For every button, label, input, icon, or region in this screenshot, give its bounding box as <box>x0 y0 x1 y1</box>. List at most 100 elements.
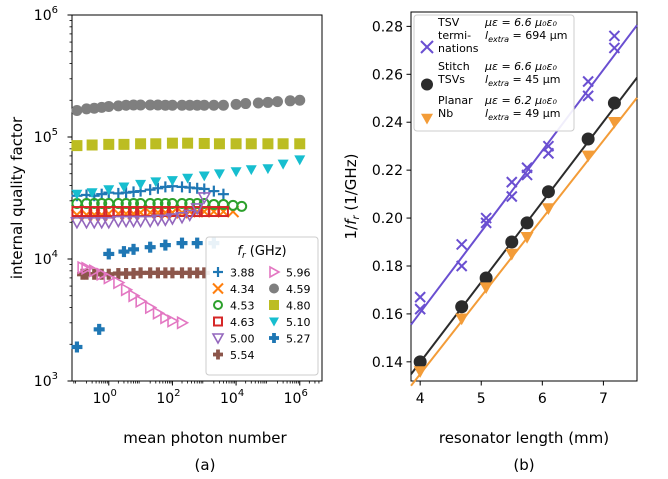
data-point <box>96 188 108 200</box>
marker-stroke <box>608 42 621 54</box>
marker-shape <box>413 366 427 378</box>
data-point <box>128 288 141 303</box>
data-point <box>81 268 93 280</box>
data-point <box>198 99 210 111</box>
legend-marker <box>213 300 223 310</box>
data-point <box>182 209 197 223</box>
marker-shape <box>479 271 493 285</box>
data-point <box>87 217 102 230</box>
legend-label: 4.34 <box>230 283 255 296</box>
marker-shape <box>74 341 80 353</box>
marker-stroke <box>212 282 224 295</box>
marker-stroke <box>608 30 621 42</box>
series-5.10 <box>71 155 306 200</box>
marker-shape <box>84 268 89 280</box>
marker-shape <box>71 104 83 116</box>
data-point <box>217 188 229 200</box>
data-point <box>126 215 141 229</box>
data-point <box>103 185 115 196</box>
marker-shape <box>128 288 141 303</box>
data-point <box>118 138 130 150</box>
marker-shape <box>135 99 147 111</box>
marker-shape <box>131 243 136 255</box>
data-point <box>582 90 594 102</box>
marker-shape <box>607 96 621 110</box>
x-tick-label: 104 <box>220 388 244 407</box>
legend-marker <box>269 265 281 279</box>
marker-shape <box>230 138 242 150</box>
data-point <box>284 95 296 107</box>
marker-shape <box>179 237 185 249</box>
y-tick-label: 103 <box>34 371 58 390</box>
marker-stroke <box>414 303 426 315</box>
data-point <box>128 243 140 255</box>
marker-shape <box>118 138 130 150</box>
marker-shape <box>245 138 257 150</box>
legend-annotation-length: lextra = 694 μm <box>485 29 567 44</box>
legend-marker <box>212 282 224 295</box>
marker-shape <box>88 206 100 218</box>
data-point <box>144 99 156 111</box>
data-point <box>88 206 100 218</box>
marker-shape <box>148 267 153 279</box>
legend-label: TSVs <box>437 73 465 86</box>
marker-shape <box>217 99 229 111</box>
data-point <box>159 239 171 251</box>
legend-label: Planar <box>438 94 473 107</box>
data-point <box>413 366 427 378</box>
data-point <box>120 268 132 280</box>
data-point <box>120 282 134 297</box>
data-point <box>455 313 469 326</box>
data-point <box>71 140 83 152</box>
marker-shape <box>113 275 126 290</box>
data-point <box>208 185 220 197</box>
marker-shape <box>163 267 168 279</box>
data-point <box>160 310 173 325</box>
data-point <box>103 271 116 285</box>
marker-shape <box>144 300 158 315</box>
marker-shape <box>138 267 143 279</box>
data-point <box>166 137 178 149</box>
data-point <box>103 138 115 150</box>
marker-shape <box>284 95 296 107</box>
data-point <box>505 248 519 261</box>
marker-shape <box>150 138 162 150</box>
marker-shape <box>190 203 205 216</box>
data-point <box>135 138 147 150</box>
marker-shape <box>213 316 223 327</box>
marker-shape <box>111 215 126 229</box>
marker-shape <box>166 176 178 186</box>
data-point <box>208 99 220 111</box>
panel-label: (a) <box>195 456 216 474</box>
marker-shape <box>607 117 621 129</box>
legend-annotation-length: lextra = 49 μm <box>485 107 560 122</box>
marker-stroke <box>582 90 594 102</box>
y-axis-label: 1/fr (1/GHz) <box>342 154 362 240</box>
marker-shape <box>155 267 161 279</box>
marker-shape <box>269 317 279 327</box>
marker-shape <box>106 248 111 260</box>
marker-shape <box>71 140 83 152</box>
legend-label: 4.53 <box>230 300 255 313</box>
data-point <box>581 132 595 146</box>
data-point <box>79 217 94 230</box>
marker-shape <box>126 215 141 229</box>
marker-shape <box>213 300 223 310</box>
marker-shape <box>133 215 148 229</box>
data-point <box>520 232 534 244</box>
data-point <box>93 323 105 335</box>
data-point <box>144 241 156 253</box>
marker-shape <box>176 99 188 111</box>
marker-stroke <box>414 291 426 303</box>
data-point <box>135 179 147 190</box>
x-axis-label: resonator length (mm) <box>439 429 609 447</box>
marker-shape <box>165 213 180 226</box>
marker-stroke <box>506 190 518 203</box>
data-point <box>81 261 94 276</box>
data-point <box>182 137 194 149</box>
marker-shape <box>131 268 136 280</box>
data-point <box>240 98 252 110</box>
data-point <box>89 263 102 278</box>
y-tick-label: 0.16 <box>372 307 403 323</box>
legend-label: termi- <box>438 29 471 42</box>
